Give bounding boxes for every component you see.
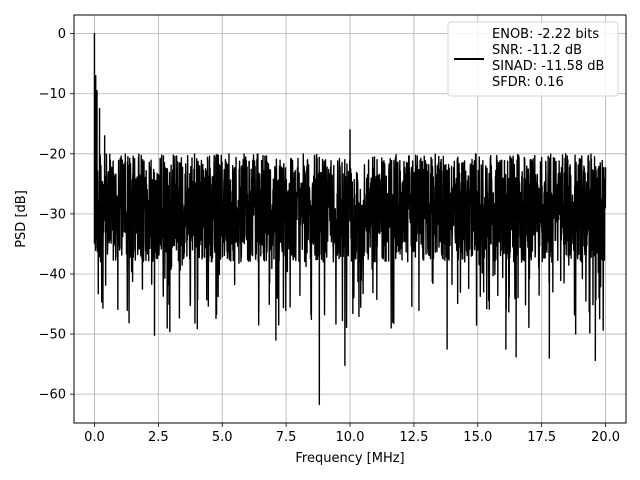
legend-entry-sfdr: SFDR: 0.16 xyxy=(492,75,564,90)
legend-entry-enob: ENOB: -2.22 bits xyxy=(492,27,599,42)
y-axis-label: PSD [dB] xyxy=(14,190,29,248)
y-tick-label: −50 xyxy=(39,328,66,343)
legend: ENOB: -2.22 bits SNR: -11.2 dB SINAD: -1… xyxy=(447,21,619,97)
x-tick-label: 2.5 xyxy=(148,430,169,445)
x-tick-label: 15.0 xyxy=(463,430,492,445)
series-layer xyxy=(93,32,607,406)
legend-entry-snr: SNR: -11.2 dB xyxy=(492,43,582,58)
y-tick-label: −60 xyxy=(39,388,66,403)
x-tick-label: 5.0 xyxy=(212,430,233,445)
y-tick-label: −40 xyxy=(39,267,66,282)
x-tick-label: 10.0 xyxy=(336,430,365,445)
x-axis-label: Frequency [MHz] xyxy=(295,451,404,466)
x-axis-ticks: 0.0 2.5 5.0 7.5 10.0 12.5 15.0 17.5 20.0 xyxy=(84,423,620,445)
x-tick-label: 12.5 xyxy=(399,430,428,445)
x-tick-label: 20.0 xyxy=(591,430,620,445)
y-tick-label: 0 xyxy=(58,27,66,42)
y-tick-label: −20 xyxy=(39,147,66,162)
y-tick-label: −30 xyxy=(39,207,66,222)
legend-entry-sinad: SINAD: -11.58 dB xyxy=(492,59,604,74)
x-tick-label: 17.5 xyxy=(527,430,556,445)
psd-series-line xyxy=(93,32,607,406)
y-axis-ticks: 0 −10 −20 −30 −40 −50 −60 xyxy=(39,27,74,403)
x-tick-label: 0.0 xyxy=(84,430,105,445)
x-tick-label: 7.5 xyxy=(276,430,297,445)
legend-box xyxy=(447,21,619,97)
y-tick-label: −10 xyxy=(39,87,66,102)
